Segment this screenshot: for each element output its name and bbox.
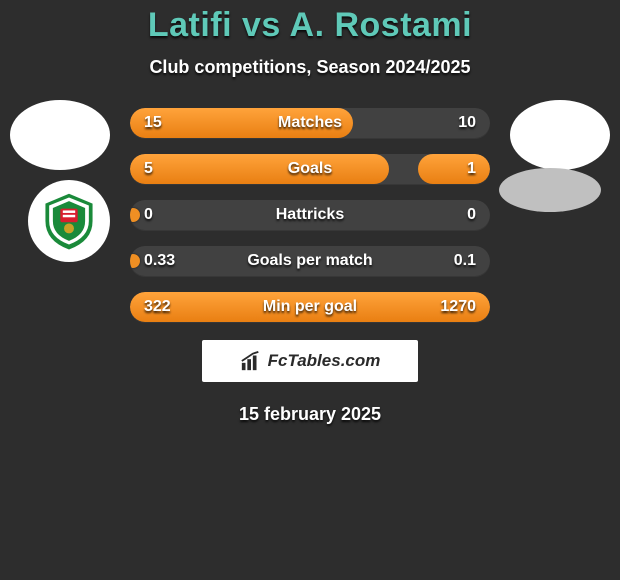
stat-value-left: 322: [130, 292, 185, 322]
player-right-avatar: [510, 100, 610, 170]
stat-rows: 1510Matches51Goals00Hattricks0.330.1Goal…: [130, 108, 490, 322]
stat-value-left: 5: [130, 154, 167, 184]
stat-value-left: 15: [130, 108, 176, 138]
date-text: 15 february 2025: [0, 404, 620, 425]
stat-value-right: 0: [453, 200, 490, 230]
stat-fill-left: [130, 154, 389, 184]
stat-row: 1510Matches: [130, 108, 490, 138]
page-subtitle: Club competitions, Season 2024/2025: [0, 57, 620, 78]
page-title: Latifi vs A. Rostami: [0, 6, 620, 45]
stat-value-right: 1270: [426, 292, 490, 322]
player-left-avatar: [10, 100, 110, 170]
stat-value-right: 0.1: [440, 246, 490, 276]
stat-row: 51Goals: [130, 154, 490, 184]
brand-text: FcTables.com: [268, 351, 381, 371]
stat-value-right: 1: [453, 154, 490, 184]
stat-value-left: 0: [130, 200, 167, 230]
stat-row: 0.330.1Goals per match: [130, 246, 490, 276]
club-left-crest-icon: [38, 190, 100, 252]
club-right-badge: [499, 168, 601, 212]
stat-value-left: 0.33: [130, 246, 189, 276]
comparison-card: Latifi vs A. Rostami Club competitions, …: [0, 0, 620, 425]
club-left-badge: [28, 180, 110, 262]
brand-badge[interactable]: FcTables.com: [202, 340, 418, 382]
stat-value-right: 10: [444, 108, 490, 138]
stat-row: 3221270Min per goal: [130, 292, 490, 322]
stat-row: 00Hattricks: [130, 200, 490, 230]
chart-icon: [240, 350, 262, 372]
